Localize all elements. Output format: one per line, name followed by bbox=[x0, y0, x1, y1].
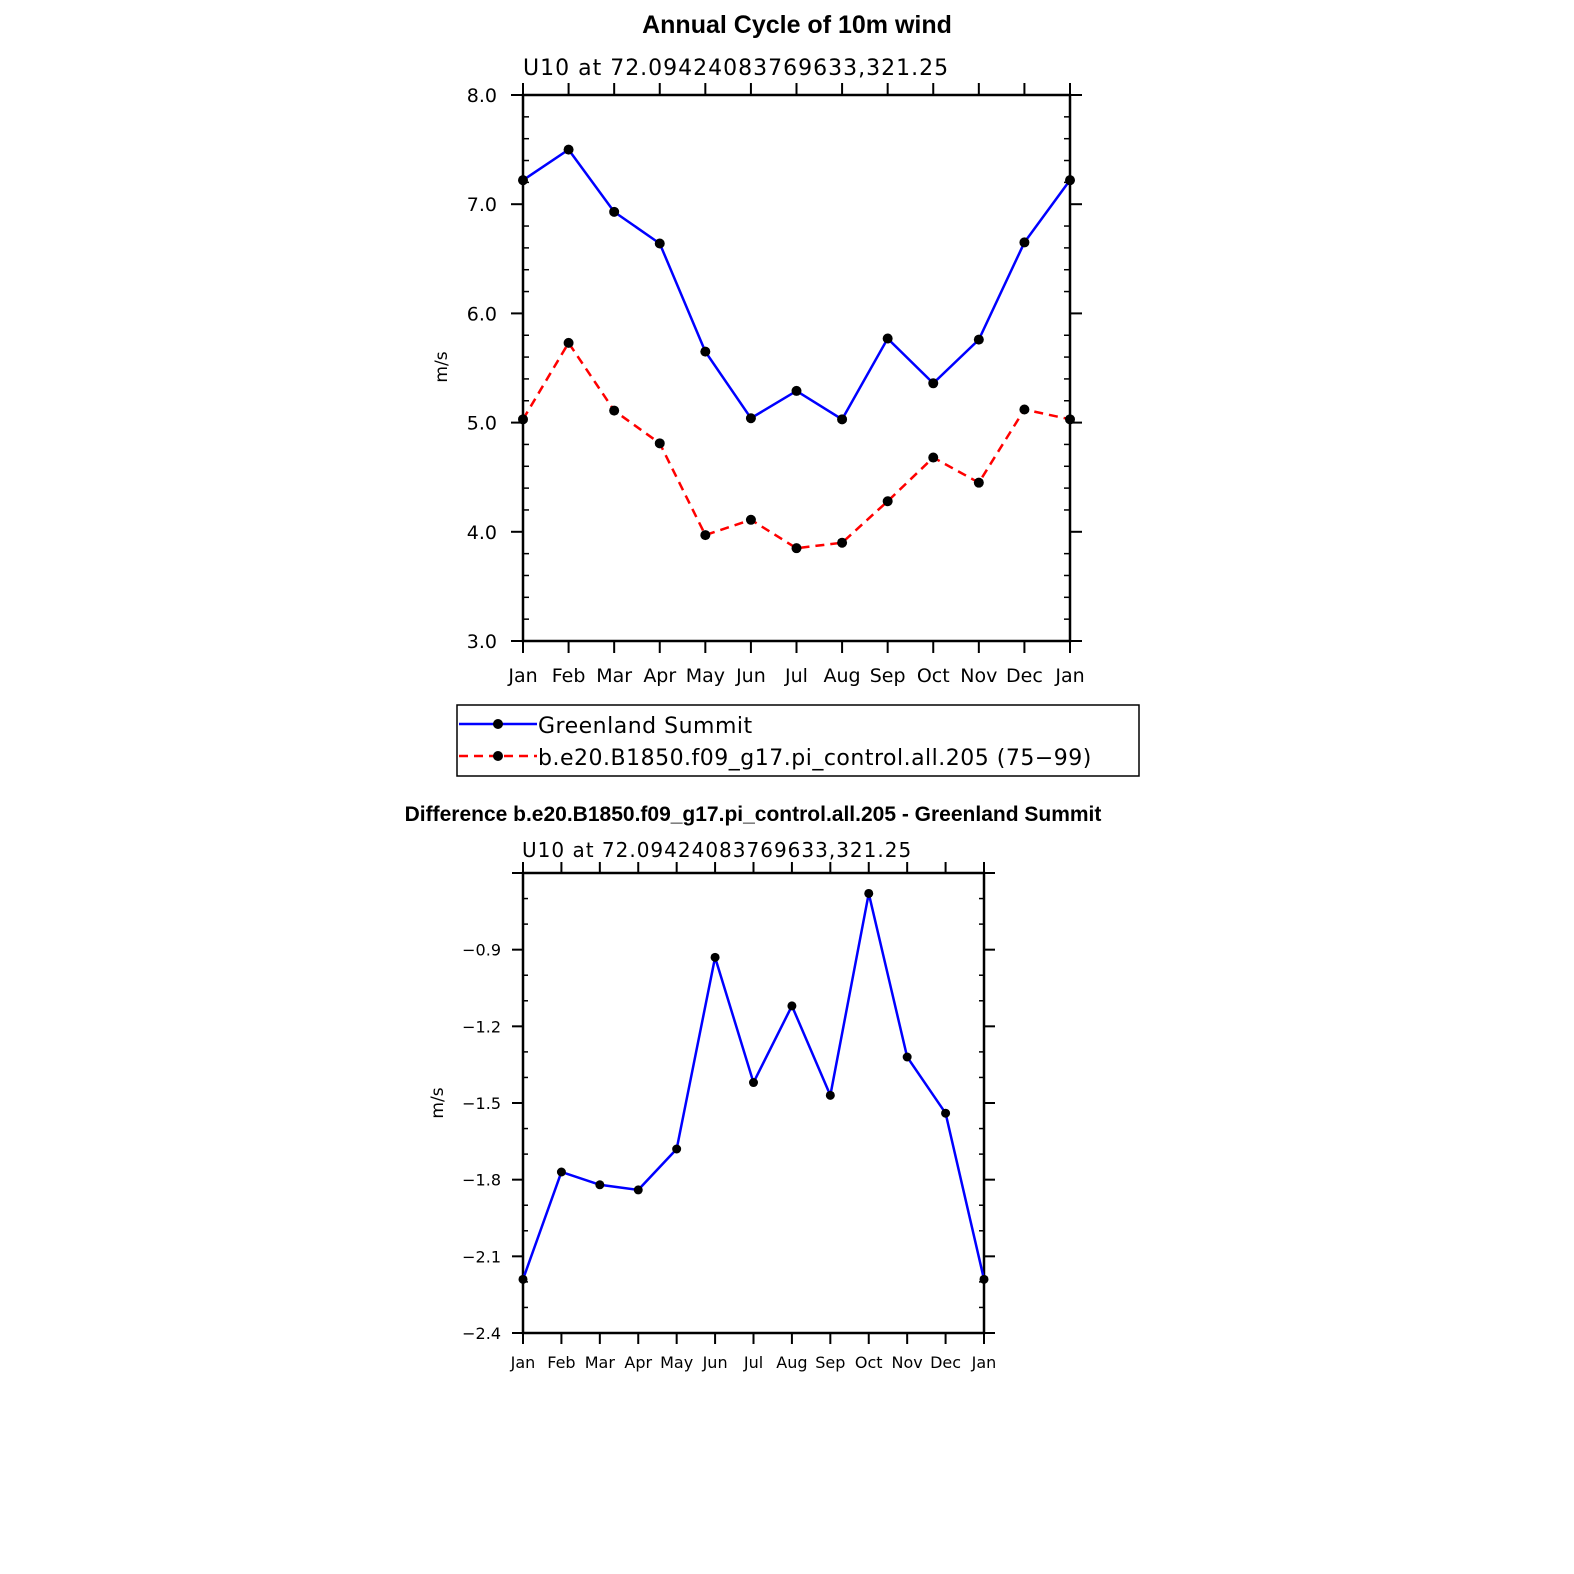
y-tick-label: 5.0 bbox=[467, 413, 497, 435]
legend-marker-control bbox=[493, 751, 503, 761]
x-tick-label: Jan bbox=[510, 1353, 536, 1372]
plot-frame bbox=[521, 93, 1072, 643]
x-tick-label: Apr bbox=[624, 1353, 652, 1372]
y-tick-label: −0.9 bbox=[462, 941, 501, 960]
y-tick-label: −2.4 bbox=[462, 1324, 501, 1343]
y-tick-label: 3.0 bbox=[467, 631, 497, 653]
x-tick-label: Nov bbox=[892, 1353, 923, 1372]
data-point bbox=[979, 1274, 989, 1284]
x-tick-label: Feb bbox=[547, 1353, 575, 1372]
data-point bbox=[941, 1108, 951, 1118]
data-point bbox=[837, 414, 848, 425]
legend-label-greenland-summit: Greenland Summit bbox=[538, 714, 753, 739]
x-tick-label: Jun bbox=[702, 1353, 728, 1372]
x-tick-label: Aug bbox=[776, 1353, 807, 1372]
x-tick-label: Sep bbox=[815, 1353, 845, 1372]
data-point bbox=[745, 514, 756, 525]
y-tick-label: 7.0 bbox=[467, 194, 497, 216]
data-point bbox=[518, 175, 528, 186]
chart2-subtitle: U10 at 72.09424083769633,321.25 bbox=[522, 838, 912, 862]
x-tick-label: Oct bbox=[855, 1353, 883, 1372]
x-tick-label: Jul bbox=[743, 1353, 763, 1372]
data-point bbox=[882, 333, 893, 344]
data-point bbox=[902, 1052, 912, 1062]
x-tick-label: Oct bbox=[917, 665, 950, 687]
data-point bbox=[882, 496, 893, 507]
chart1-legend: Greenland Summit b.e20.B1850.f09_g17.pi_… bbox=[456, 704, 1140, 777]
data-point bbox=[837, 537, 848, 548]
chart2-ylabel: m/s bbox=[428, 1087, 448, 1118]
data-point bbox=[654, 438, 665, 449]
data-point bbox=[749, 1078, 758, 1088]
data-point bbox=[556, 1167, 566, 1177]
data-point bbox=[563, 144, 574, 155]
y-tick-label: −1.2 bbox=[462, 1017, 501, 1036]
x-tick-label: Apr bbox=[643, 665, 676, 687]
x-tick-label: Jul bbox=[784, 665, 808, 687]
y-tick-label: −2.1 bbox=[462, 1247, 501, 1266]
legend-box bbox=[456, 704, 1140, 777]
data-point bbox=[672, 1144, 682, 1154]
data-point bbox=[1019, 237, 1030, 248]
data-point bbox=[563, 337, 574, 348]
x-tick-label: Dec bbox=[930, 1353, 961, 1372]
data-point bbox=[745, 413, 756, 424]
data-point bbox=[791, 385, 802, 396]
series-line-0 bbox=[522, 147, 1072, 422]
legend-marker-greenland-summit bbox=[493, 719, 503, 729]
y-tick-label: −1.5 bbox=[462, 1094, 501, 1113]
x-tick-label: Sep bbox=[870, 665, 906, 687]
plot-frame bbox=[521, 871, 986, 1335]
chart1-ylabel: m/s bbox=[432, 351, 452, 382]
y-tick-label: 4.0 bbox=[467, 522, 497, 544]
data-point bbox=[633, 1185, 643, 1195]
data-point bbox=[700, 530, 711, 541]
data-point bbox=[595, 1180, 605, 1190]
data-point bbox=[1019, 404, 1030, 415]
series-line-1 bbox=[521, 340, 1071, 550]
data-point bbox=[928, 452, 939, 463]
x-tick-label: Mar bbox=[585, 1353, 616, 1372]
data-point bbox=[928, 378, 939, 389]
x-tick-label: Jan bbox=[1054, 665, 1084, 687]
y-tick-label: −1.8 bbox=[462, 1171, 501, 1190]
x-tick-label: Jun bbox=[735, 665, 766, 687]
data-point bbox=[973, 334, 984, 345]
data-point bbox=[1065, 175, 1075, 186]
chart2-title: Difference b.e20.B1850.f09_g17.pi_contro… bbox=[405, 803, 1102, 826]
chart1-subtitle: U10 at 72.09424083769633,321.25 bbox=[523, 56, 949, 81]
x-tick-label: Dec bbox=[1006, 665, 1043, 687]
data-point bbox=[654, 238, 665, 249]
data-point bbox=[1065, 414, 1075, 425]
chart1-plot: Jan Feb Mar Apr May Jun Jul Aug Sep Oct Nov Dec Jan 3… bbox=[467, 83, 1085, 687]
chart2-plot: Jan Feb Mar Apr May Jun Jul Aug Sep Oct Nov Dec Jan−… bbox=[462, 862, 996, 1372]
chart1-title: Annual Cycle of 10m wind bbox=[642, 11, 952, 39]
data-point bbox=[787, 1001, 797, 1011]
x-tick-label: Jan bbox=[971, 1353, 997, 1372]
x-tick-label: Feb bbox=[552, 665, 586, 687]
data-point bbox=[791, 543, 802, 554]
x-tick-label: May bbox=[686, 665, 725, 687]
data-point bbox=[973, 477, 984, 488]
data-point bbox=[609, 206, 620, 217]
y-tick-label: 6.0 bbox=[467, 303, 497, 325]
y-tick-label: 8.0 bbox=[467, 85, 497, 107]
data-point bbox=[518, 414, 528, 425]
data-point bbox=[710, 952, 720, 962]
x-tick-label: Aug bbox=[824, 665, 861, 687]
data-point bbox=[700, 346, 711, 357]
data-point bbox=[825, 1090, 835, 1100]
data-point bbox=[864, 888, 874, 898]
data-point bbox=[518, 1274, 528, 1284]
x-tick-label: Nov bbox=[960, 665, 997, 687]
x-tick-label: Mar bbox=[596, 665, 632, 687]
legend-label-control: b.e20.B1850.f09_g17.pi_control.all.205 (… bbox=[538, 746, 1092, 771]
x-tick-label: Jan bbox=[507, 665, 537, 687]
data-point bbox=[609, 405, 620, 416]
x-tick-label: May bbox=[660, 1353, 693, 1372]
